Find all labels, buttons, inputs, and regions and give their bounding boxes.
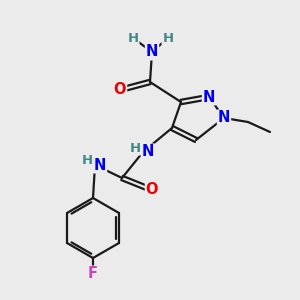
Text: O: O [114,82,126,98]
Text: N: N [94,158,106,172]
Text: H: H [129,142,141,154]
Text: N: N [218,110,230,125]
Text: H: H [81,154,93,167]
Text: O: O [146,182,158,197]
Text: N: N [203,89,215,104]
Text: N: N [146,44,158,59]
Text: N: N [142,145,154,160]
Text: H: H [128,32,139,44]
Text: H: H [162,32,174,44]
Text: F: F [88,266,98,281]
